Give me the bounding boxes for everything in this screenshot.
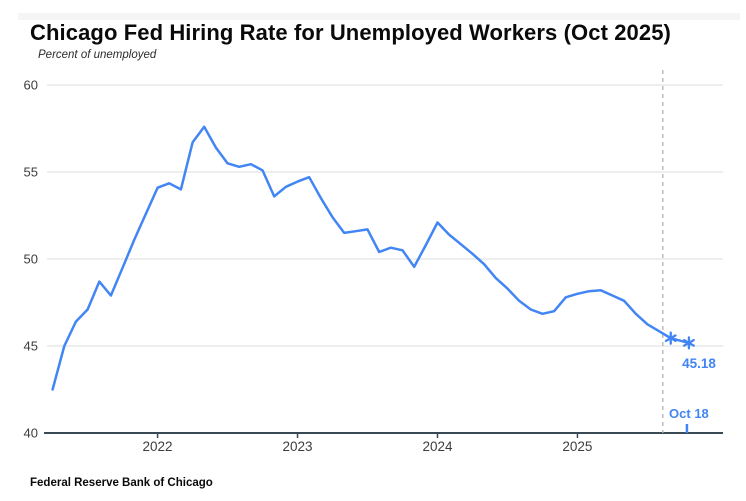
x-tick-label: 2023: [283, 439, 313, 454]
chart-title: Chicago Fed Hiring Rate for Unemployed W…: [30, 20, 671, 45]
y-tick-label: 50: [24, 252, 38, 267]
x-tick-label: 2025: [562, 439, 592, 454]
date-annotation: Oct 18: [669, 406, 709, 421]
x-tick-label: 2024: [422, 439, 453, 454]
y-tick-label: 55: [24, 165, 38, 180]
last-value-annotation: 45.18: [682, 356, 716, 371]
x-tick-label: 2022: [143, 439, 173, 454]
source-label: Federal Reserve Bank of Chicago: [30, 477, 213, 489]
y-tick-label: 40: [24, 426, 38, 441]
chart-subtitle: Percent of unemployed: [38, 49, 157, 61]
hiring-rate-line: [51, 125, 691, 391]
y-tick-label: 45: [24, 339, 38, 354]
top-strip: [18, 13, 740, 20]
y-tick-label: 60: [24, 78, 38, 93]
estimate-asterisk-marker: [664, 334, 677, 343]
estimate-asterisk-marker: [683, 338, 695, 347]
